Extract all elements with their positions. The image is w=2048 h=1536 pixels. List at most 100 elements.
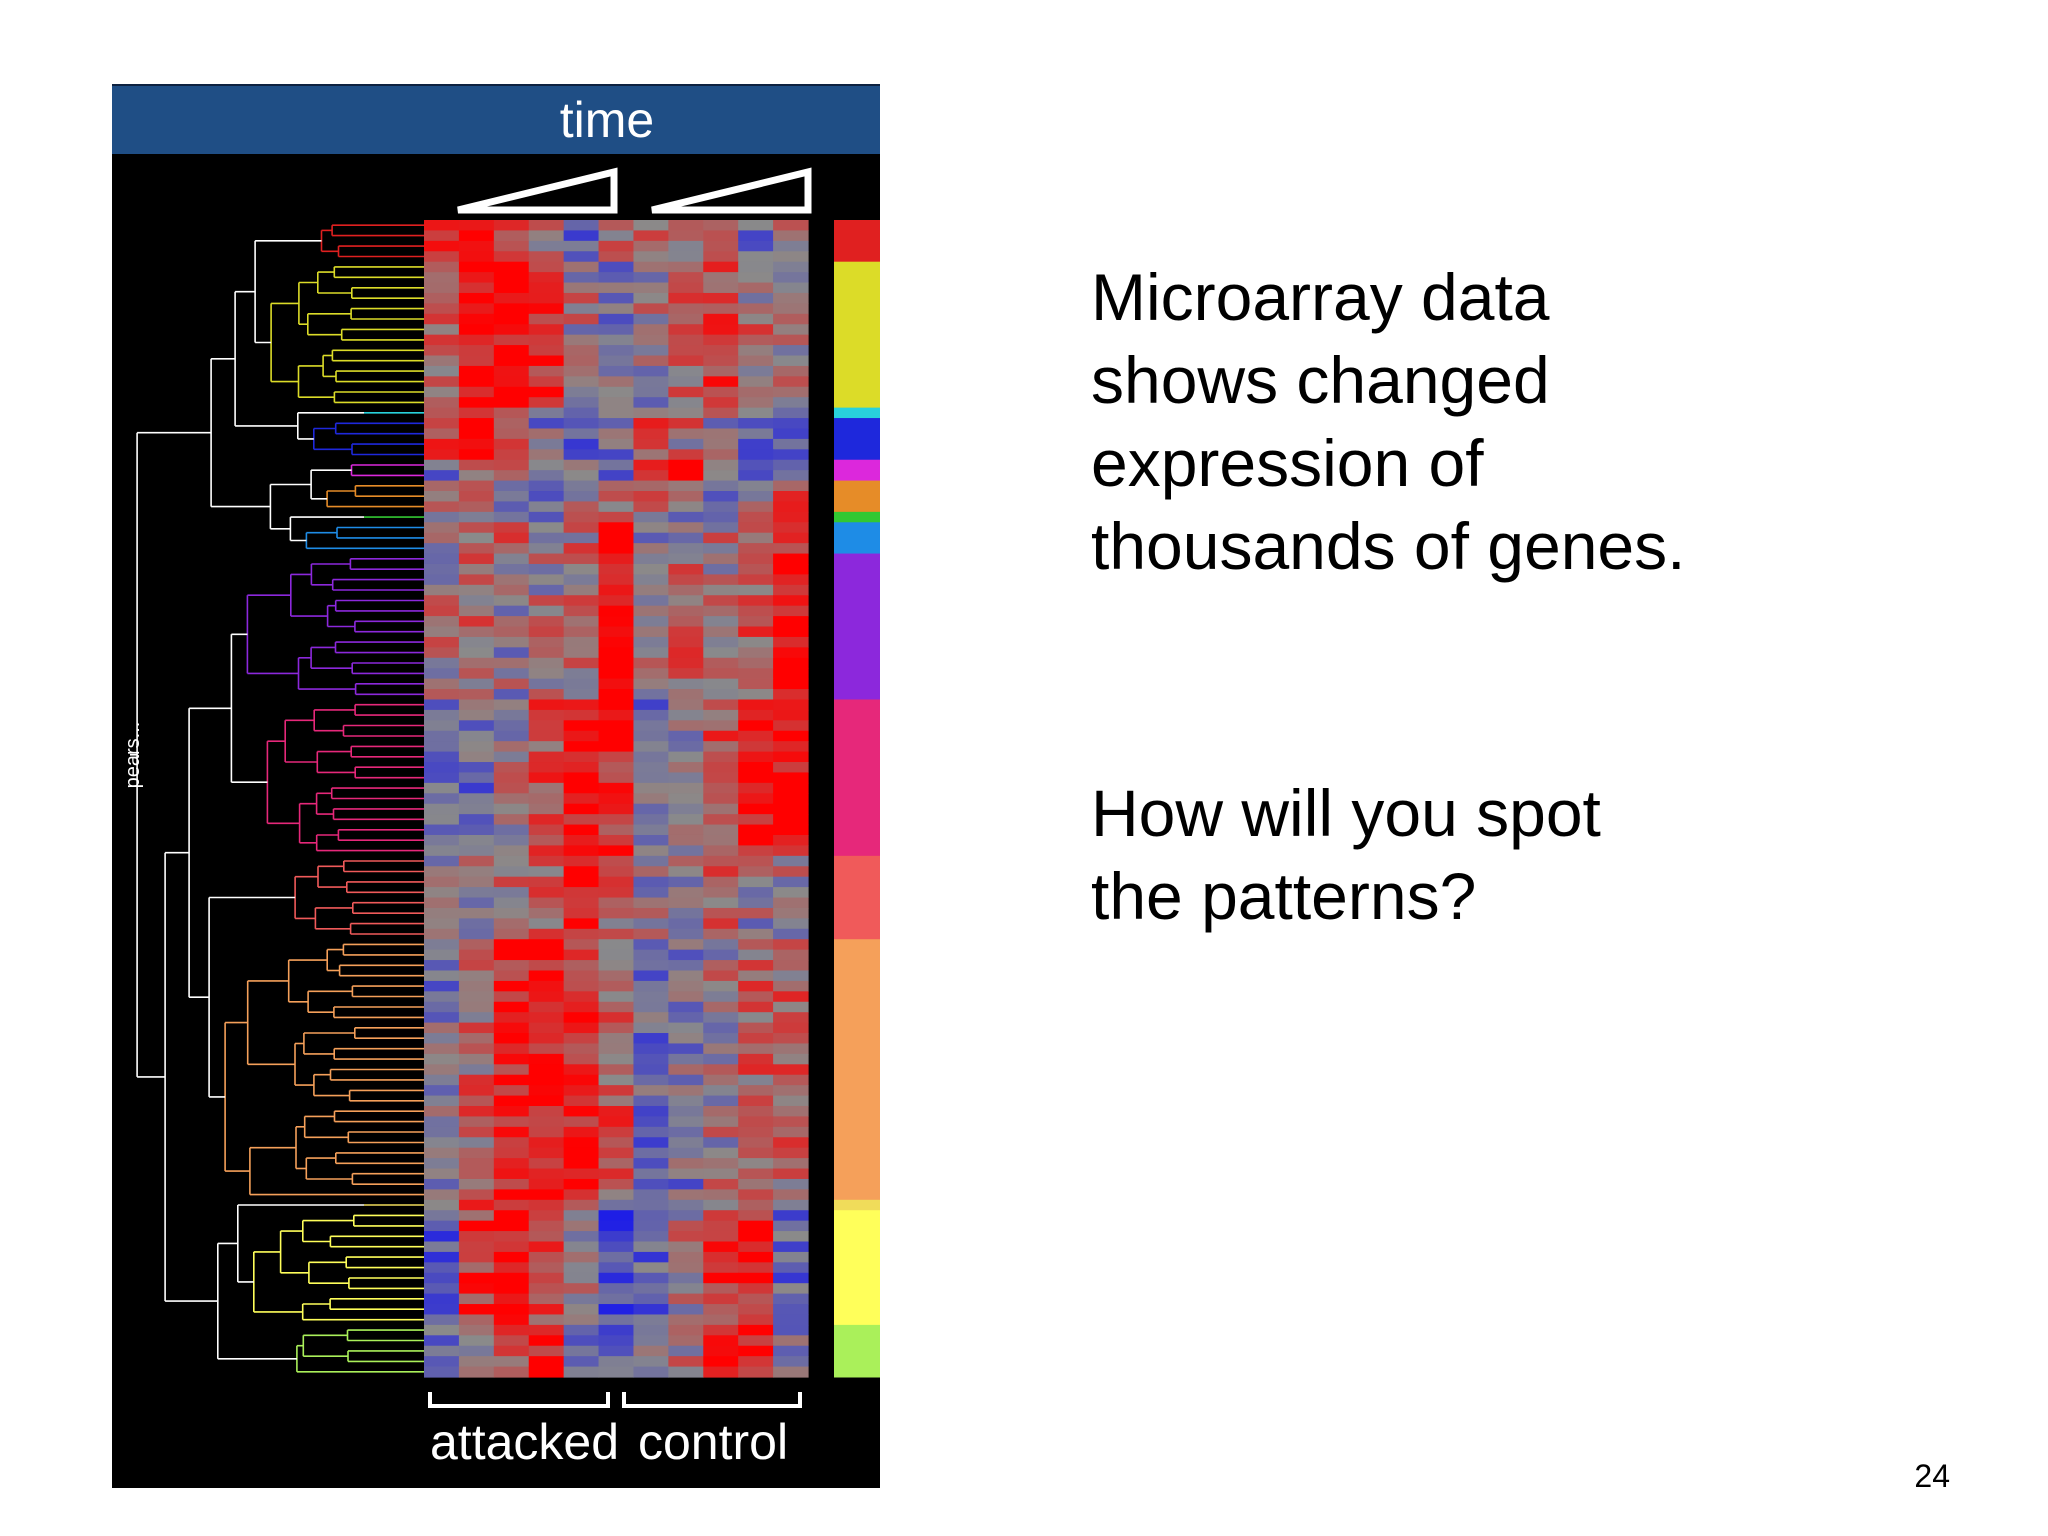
heatmap-cell — [493, 636, 530, 648]
heatmap-cell — [563, 803, 600, 815]
heatmap-cell — [738, 1324, 774, 1336]
heatmap-cell — [424, 1220, 460, 1232]
heatmap-cell — [458, 887, 495, 899]
heatmap-cell — [668, 1356, 704, 1368]
heatmap-cell — [738, 668, 774, 680]
heatmap-cell — [424, 1345, 460, 1357]
heatmap-cell — [493, 1241, 530, 1253]
heatmap-cell — [528, 1074, 565, 1086]
heatmap-cell — [528, 668, 565, 680]
heatmap-cell — [458, 292, 495, 304]
heatmap-cell — [598, 1283, 635, 1295]
heatmap-cell — [598, 970, 635, 982]
heatmap-cell — [668, 230, 704, 242]
heatmap-cell — [738, 605, 774, 617]
time-label: time — [559, 92, 655, 148]
heatmap-cell — [563, 782, 600, 794]
heatmap-cell — [458, 240, 495, 252]
heatmap-cell — [633, 1283, 669, 1295]
heatmap-cell — [528, 1210, 565, 1222]
cluster-color-segment — [834, 553, 880, 700]
heatmap-cell — [563, 428, 600, 440]
heatmap-cell — [563, 251, 600, 263]
heatmap-cell — [458, 855, 495, 867]
heatmap-cell — [493, 1043, 530, 1055]
heatmap-cell — [703, 1001, 739, 1013]
heatmap-cell — [633, 345, 669, 357]
heatmap-cell — [598, 480, 635, 492]
heatmap-cell — [424, 1189, 460, 1201]
heatmap-cell — [598, 459, 635, 471]
heatmap-cell — [424, 782, 460, 794]
cluster-color-segment — [834, 480, 880, 513]
heatmap-cell — [738, 876, 774, 888]
bracket-attacked — [428, 1392, 610, 1408]
heatmap-cell — [458, 1001, 495, 1013]
heatmap-cell — [424, 845, 460, 857]
heatmap-cell — [563, 751, 600, 763]
heatmap-cell — [773, 1012, 809, 1024]
heatmap-cell — [773, 928, 809, 940]
heatmap-cell — [563, 1137, 600, 1149]
heatmap-cell — [633, 532, 669, 544]
heatmap-cell — [703, 543, 739, 555]
heatmap-cell — [773, 949, 809, 961]
heatmap-cell — [493, 438, 530, 450]
heatmap-cell — [528, 1231, 565, 1243]
heatmap-cell — [493, 1012, 530, 1024]
heatmap-cell — [633, 470, 669, 482]
heatmap-cell — [528, 907, 565, 919]
heatmap-cell — [633, 1220, 669, 1232]
heatmap-cell — [493, 543, 530, 555]
heatmap-cell — [703, 220, 739, 232]
heatmap-cell — [668, 834, 704, 846]
heatmap-cell — [703, 313, 739, 325]
heatmap-cell — [563, 991, 600, 1003]
heatmap-cell — [668, 949, 704, 961]
heatmap-cell — [703, 1137, 739, 1149]
heatmap-cell — [424, 699, 460, 711]
heatmap-cell — [458, 1345, 495, 1357]
heatmap-cell — [528, 261, 565, 273]
page-number: 24 — [1914, 1458, 1950, 1494]
heatmap-cell — [703, 240, 739, 252]
heatmap-cell — [528, 1272, 565, 1284]
heatmap-cell — [633, 1147, 669, 1159]
heatmap-cell — [563, 459, 600, 471]
heatmap-cell — [703, 397, 739, 409]
heatmap-cell — [738, 887, 774, 899]
heatmap-cell — [458, 970, 495, 982]
heatmap-cell — [633, 668, 669, 680]
heatmap-cell — [703, 345, 739, 357]
heatmap-cell — [424, 605, 460, 617]
heatmap-cell — [528, 1012, 565, 1024]
heatmap-cell — [458, 418, 495, 430]
heatmap-cell — [598, 845, 635, 857]
heatmap-cell — [424, 1210, 460, 1222]
heatmap-cell — [598, 511, 635, 523]
heatmap-cell — [668, 1304, 704, 1316]
heatmap-cell — [738, 1158, 774, 1170]
heatmap-cell — [668, 272, 704, 284]
heatmap-cell — [424, 741, 460, 753]
heatmap-cell — [528, 814, 565, 826]
heatmap-cell — [424, 1033, 460, 1045]
heatmap-cell — [633, 699, 669, 711]
heatmap-cell — [458, 511, 495, 523]
heatmap-cell — [493, 1324, 530, 1336]
heatmap-cell — [598, 1345, 635, 1357]
heatmap-cell — [703, 1283, 739, 1295]
cluster-color-segment — [834, 220, 880, 263]
heatmap-cell — [458, 803, 495, 815]
heatmap-cell — [738, 1199, 774, 1211]
heatmap-cell — [598, 292, 635, 304]
heatmap-cell — [668, 459, 704, 471]
heatmap-cell — [563, 240, 600, 252]
heatmap-cell — [633, 1033, 669, 1045]
heatmap-cell — [598, 689, 635, 701]
heatmap-cell — [738, 563, 774, 575]
heatmap-cell — [493, 1116, 530, 1128]
heatmap-cell — [598, 272, 635, 284]
heatmap-cell — [424, 730, 460, 742]
heatmap-cell — [773, 282, 809, 294]
